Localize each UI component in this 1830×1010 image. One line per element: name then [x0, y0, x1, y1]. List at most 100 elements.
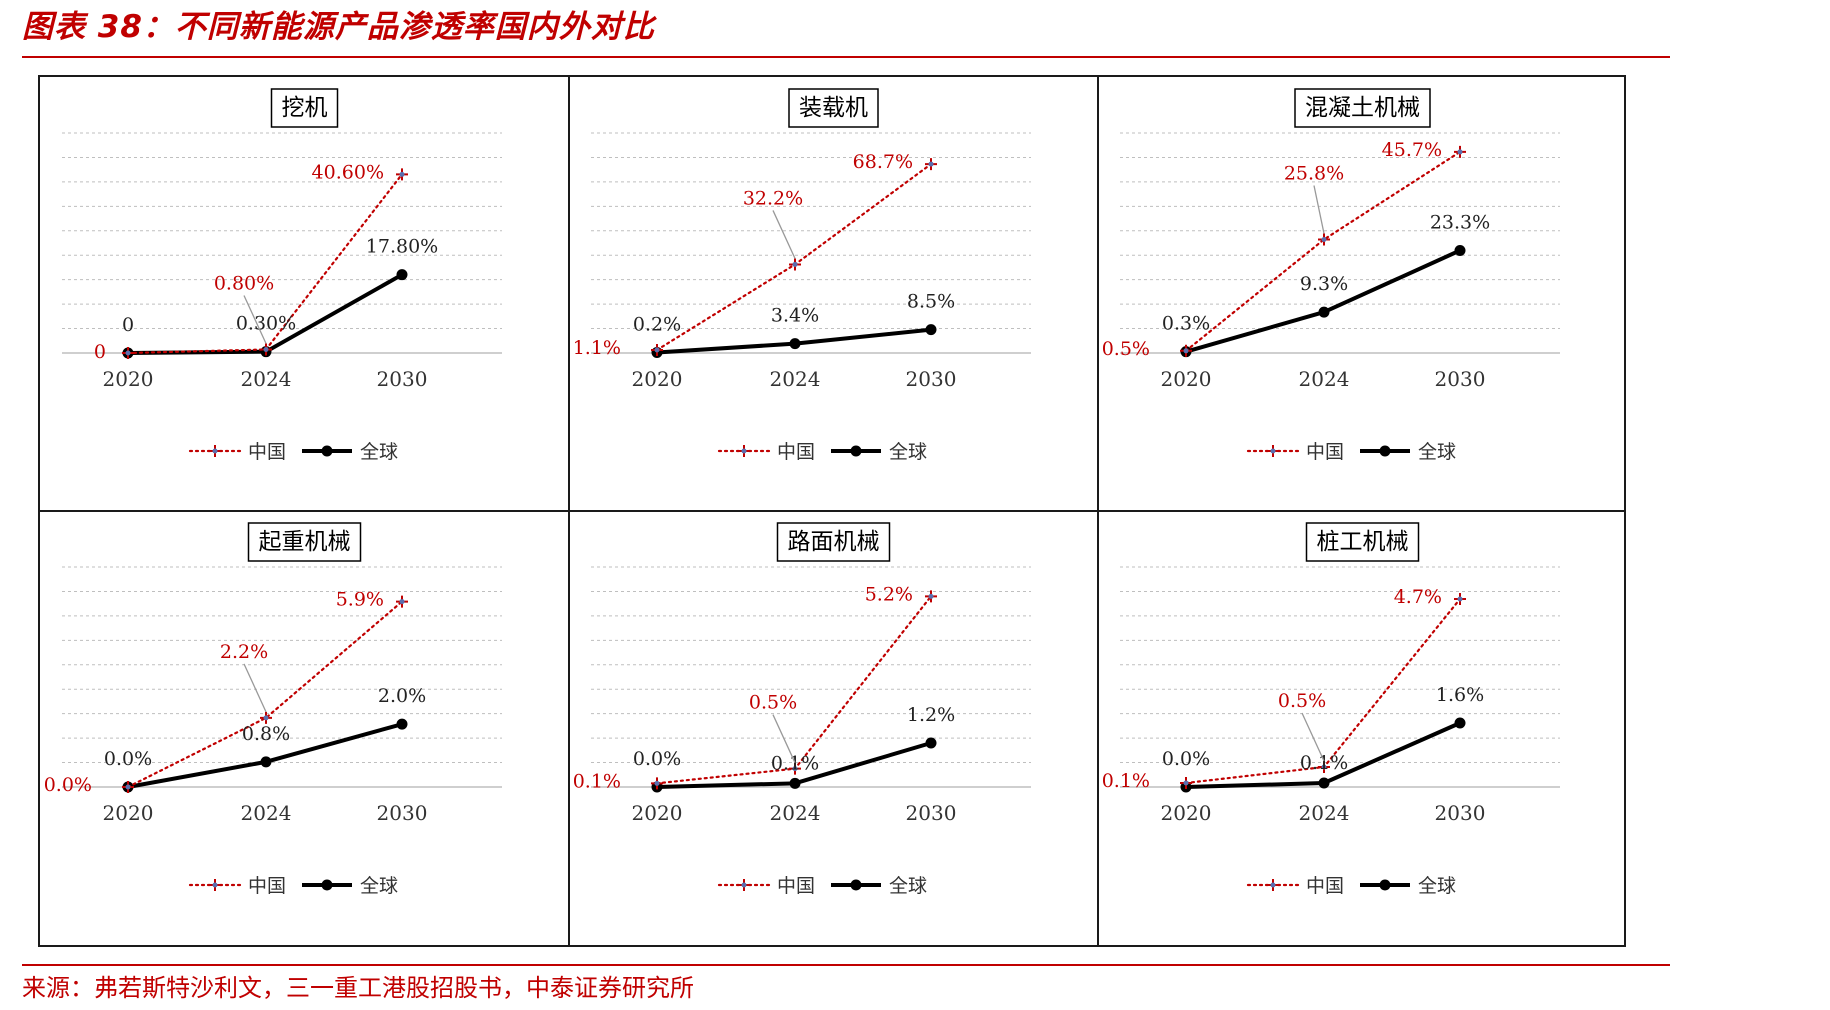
chart-title: 桩工机械 — [1317, 529, 1409, 555]
data-point-global — [925, 324, 937, 336]
legend-label-china: 中国 — [248, 875, 286, 897]
data-label-china: 68.7% — [853, 151, 913, 173]
data-label-global: 1.6% — [1436, 684, 1484, 706]
chart-svg: 混凝土机械 2020 2024 2030 0.3% 9.3% 23.3% 0.5% 25.8% 4… — [1102, 88, 1560, 463]
legend-label-china: 中国 — [1306, 875, 1344, 897]
data-label-china: 0.80% — [214, 272, 274, 294]
data-label-china: 45.7% — [1382, 139, 1442, 161]
series-line-global — [1185, 248, 1461, 354]
legend-marker-global — [850, 879, 862, 891]
data-point-global — [789, 338, 801, 350]
data-point-global — [1318, 306, 1330, 318]
data-label-china: 4.7% — [1394, 586, 1442, 608]
series-line-china — [1184, 150, 1462, 352]
data-label-china: 25.8% — [1284, 162, 1344, 184]
chart-title-box — [1305, 522, 1420, 562]
data-label-china: 0.5% — [1102, 338, 1150, 360]
legend-label-china: 中国 — [777, 441, 815, 463]
data-point-china-core — [125, 784, 131, 790]
data-point-china-core — [399, 599, 405, 605]
data-label-global: 23.3% — [1430, 211, 1490, 233]
x-tick-label: 2030 — [1435, 367, 1486, 391]
legend-marker-global — [1379, 879, 1391, 891]
chart-panel-excavator: 挖机 2020 2024 2030 0 0.30% 17.80% 0 0.80% 40.60% 中国… — [40, 77, 569, 511]
leader-line — [772, 714, 796, 763]
data-point-global — [1454, 717, 1466, 729]
legend-marker-china-core — [1270, 882, 1276, 888]
x-tick-label: 2020 — [103, 801, 154, 825]
data-label-china: 0.5% — [749, 692, 797, 714]
legend-marker-china-core — [212, 448, 218, 454]
chart-panel-piling: 桩工机械 2020 2024 2030 0.0% 0.1% 1.6% 0.1% 0.5% 4.7%… — [1098, 511, 1627, 945]
data-label-china: 0.1% — [1102, 770, 1150, 792]
data-point-china-core — [928, 593, 934, 599]
data-point-global — [260, 756, 272, 768]
chart-panel-road: 路面机械 2020 2024 2030 0.0% 0.1% 1.2% 0.1% 0.5% 5.2%… — [569, 511, 1098, 945]
leader-line — [243, 663, 267, 713]
x-tick-label: 2024 — [770, 801, 821, 825]
legend-marker-china-core — [741, 882, 747, 888]
chart-panel-crane: 起重机械 2020 2024 2030 0.0% 0.8% 2.0% 0.0% 2.2% 5.9%… — [40, 511, 569, 945]
data-point-china-core — [399, 171, 405, 177]
legend-label-china: 中国 — [248, 441, 286, 463]
chart-svg: 挖机 2020 2024 2030 0 0.30% 17.80% 0 0.80% 40.60% 中国… — [62, 88, 502, 463]
data-point-china-core — [654, 780, 660, 786]
data-label-global: 0.0% — [1162, 748, 1210, 770]
data-point-global — [396, 269, 408, 281]
x-tick-label: 2030 — [377, 367, 428, 391]
x-tick-label: 2030 — [1435, 801, 1486, 825]
chart-title-box — [788, 88, 879, 128]
chart-panel-concrete: 混凝土机械 2020 2024 2030 0.3% 9.3% 23.3% 0.5% 25.8% 4… — [1098, 77, 1627, 511]
chart-title: 挖机 — [282, 95, 328, 121]
data-label-global: 0.0% — [633, 748, 681, 770]
data-label-global: 3.4% — [771, 305, 819, 327]
legend-label-global: 全球 — [360, 441, 398, 463]
data-point-china-core — [1321, 764, 1327, 770]
data-label-china: 2.2% — [220, 641, 268, 663]
data-label-global: 0.1% — [771, 752, 819, 774]
x-tick-label: 2020 — [632, 367, 683, 391]
data-point-china-core — [263, 715, 269, 721]
x-tick-label: 2024 — [770, 367, 821, 391]
data-label-global: 1.2% — [907, 704, 955, 726]
data-label-global: 0.0% — [104, 748, 152, 770]
data-label-global: 2.0% — [378, 685, 426, 707]
leader-line — [772, 210, 796, 259]
legend-marker-china-core — [212, 882, 218, 888]
data-point-china-core — [1183, 348, 1189, 354]
data-label-global: 17.80% — [366, 236, 438, 258]
data-point-global — [925, 737, 937, 749]
data-point-global — [396, 718, 408, 730]
data-point-china-core — [263, 346, 269, 352]
title-divider — [22, 56, 1670, 58]
chart-title-box — [247, 522, 362, 562]
data-point-china-core — [1321, 236, 1327, 242]
chart-panel-loader: 装载机 2020 2024 2030 0.2% 3.4% 8.5% 1.1% 32.2% 68.7… — [569, 77, 1098, 511]
data-point-china-core — [792, 766, 798, 772]
legend-label-global: 全球 — [360, 875, 398, 897]
chart-grid: 挖机 2020 2024 2030 0 0.30% 17.80% 0 0.80% 40.60% 中国… — [38, 75, 1626, 947]
chart-svg: 装载机 2020 2024 2030 0.2% 3.4% 8.5% 1.1% 32.2% 68.7… — [573, 88, 1031, 463]
data-point-global — [1318, 777, 1330, 789]
chart-svg: 路面机械 2020 2024 2030 0.0% 0.1% 1.2% 0.1% 0.5% 5.2%… — [573, 522, 1031, 897]
leader-line — [1301, 712, 1325, 762]
source-divider — [22, 964, 1670, 966]
legend-label-global: 全球 — [1418, 875, 1456, 897]
x-tick-label: 2024 — [1299, 801, 1350, 825]
data-point-china-core — [654, 347, 660, 353]
x-tick-label: 2024 — [241, 801, 292, 825]
legend-label-china: 中国 — [1306, 441, 1344, 463]
data-label-china: 1.1% — [573, 337, 621, 359]
source-note: 来源：弗若斯特沙利文，三一重工港股招股书，中泰证券研究所 — [22, 974, 694, 1002]
x-tick-label: 2024 — [1299, 367, 1350, 391]
data-label-china: 0.5% — [1278, 690, 1326, 712]
data-label-global: 0.2% — [633, 313, 681, 335]
chart-svg: 起重机械 2020 2024 2030 0.0% 0.8% 2.0% 0.0% 2.2% 5.9%… — [44, 522, 502, 897]
chart-title: 装载机 — [799, 95, 868, 121]
chart-title: 起重机械 — [259, 529, 351, 555]
data-label-china: 0.0% — [44, 774, 92, 796]
legend-label-global: 全球 — [1418, 441, 1456, 463]
x-tick-label: 2020 — [632, 801, 683, 825]
legend-label-global: 全球 — [889, 441, 927, 463]
page-title: 图表 38：不同新能源产品渗透率国内外对比 — [22, 9, 655, 45]
